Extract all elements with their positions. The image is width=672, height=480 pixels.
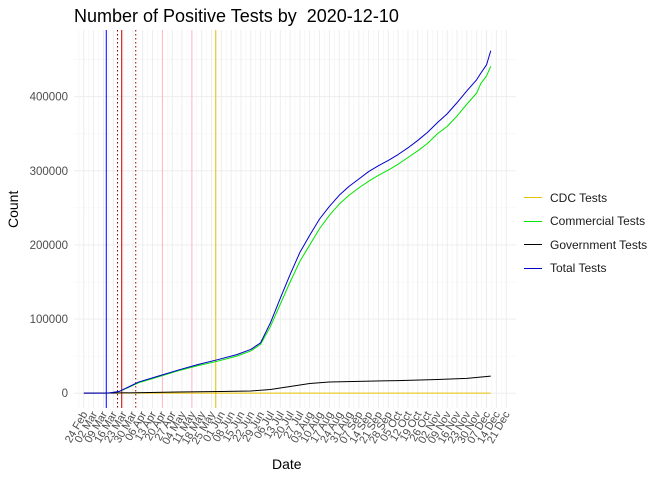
legend-label-commercial: Commercial Tests	[550, 214, 646, 229]
y-tick-label: 100000	[30, 314, 68, 326]
legend-key-commercial	[524, 220, 542, 222]
grid-minor	[74, 30, 516, 408]
legend-item-total: Total Tests	[524, 257, 647, 281]
legend-item-commercial: Commercial Tests	[524, 210, 647, 234]
legend-item-government: Government Tests	[524, 233, 647, 257]
series-line	[83, 50, 492, 394]
legend-label-cdc: CDC Tests	[550, 190, 608, 205]
chart-title: Number of Positive Tests by 2020-12-10	[74, 6, 399, 26]
legend-label-total: Total Tests	[550, 261, 607, 276]
legend-label-government: Government Tests	[550, 237, 648, 252]
y-tick-label: 0	[62, 388, 68, 400]
series-line	[107, 66, 492, 394]
y-tick-label: 200000	[30, 240, 68, 252]
legend-key-total	[524, 267, 542, 269]
series-line	[83, 375, 491, 394]
y-tick-label: 300000	[30, 166, 68, 178]
legend-key-cdc	[524, 197, 542, 199]
y-tick-label: 400000	[30, 92, 68, 104]
y-tick-labels: 0 100000 200000 300000 400000	[30, 92, 68, 400]
y-axis-title: Count	[5, 190, 21, 228]
legend-item-cdc: CDC Tests	[524, 186, 647, 210]
reference-lines	[105, 30, 217, 408]
series-lines	[83, 50, 492, 394]
x-axis-title: Date	[272, 456, 302, 472]
legend: CDC Tests Commercial Tests Government Te…	[524, 186, 647, 280]
legend-key-government	[524, 244, 542, 246]
